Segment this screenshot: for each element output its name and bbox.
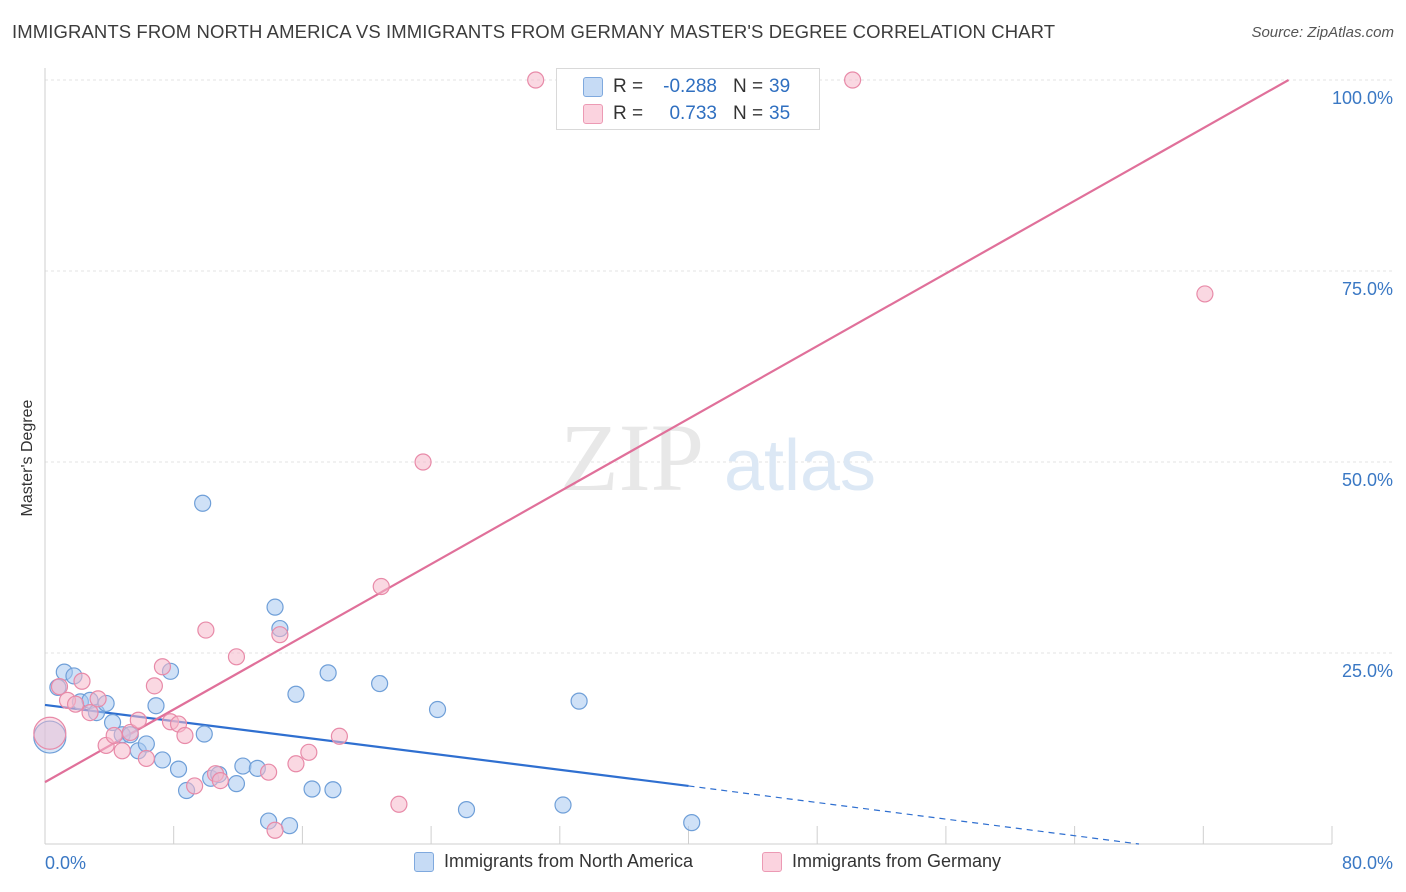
data-point	[1196, 285, 1214, 303]
source-label: Source: ZipAtlas.com	[1251, 24, 1394, 41]
data-point	[570, 692, 588, 710]
data-point	[271, 626, 289, 644]
data-point	[303, 780, 321, 798]
stats-swatch-germany	[583, 104, 603, 124]
data-point	[121, 723, 139, 742]
axes	[44, 68, 1333, 845]
y-tick-label: 100.0%	[1332, 88, 1393, 108]
watermark-zip: ZIP	[560, 404, 704, 511]
data-point	[300, 743, 318, 761]
trend-line-1	[44, 79, 1290, 784]
data-point	[414, 453, 432, 471]
data-point	[194, 494, 212, 512]
legend-swatch-germany	[762, 851, 782, 872]
data-point	[390, 795, 408, 813]
data-point	[66, 695, 85, 713]
data-point	[227, 648, 246, 666]
y-tick-label: 75.0%	[1342, 279, 1393, 299]
data-point	[683, 814, 701, 832]
tick-labels: 25.0% 50.0% 75.0% 100.0% 0.0% 80.0%	[45, 88, 1393, 873]
chart-title: IMMIGRANTS FROM NORTH AMERICA VS IMMIGRA…	[12, 21, 1056, 42]
chart-legend: Immigrants from North America Immigrants…	[0, 851, 1406, 879]
data-point	[145, 677, 163, 695]
data-point	[372, 577, 390, 596]
n-value: 39	[769, 76, 791, 97]
data-point	[266, 598, 284, 616]
data-point	[81, 703, 99, 722]
trend-lines	[44, 79, 1290, 845]
data-point	[147, 697, 165, 715]
data-point	[129, 711, 147, 729]
legend-label-germany: Immigrants from Germany	[792, 851, 1002, 871]
data-point	[457, 801, 476, 819]
trend-line-extension-0	[688, 785, 1140, 845]
watermark: ZIP atlas	[560, 404, 876, 511]
data-point	[260, 763, 278, 781]
legend-item-north-america[interactable]: Immigrants from North America	[414, 851, 693, 872]
r-value: 0.733	[669, 103, 717, 124]
data-point	[227, 775, 246, 793]
data-point	[169, 760, 188, 778]
data-point	[153, 751, 172, 769]
r-value: -0.288	[663, 76, 717, 97]
data-point	[234, 757, 252, 775]
data-point	[73, 672, 91, 690]
data-point	[113, 742, 131, 760]
trend-line-0	[44, 703, 689, 788]
data-point	[137, 749, 155, 768]
data-point	[428, 700, 447, 719]
r-label: R =	[613, 76, 644, 97]
legend-swatch-north-america	[414, 851, 434, 872]
data-point	[33, 716, 67, 750]
n-label: N =	[733, 76, 764, 97]
x-tick-label: 0.0%	[45, 853, 86, 873]
data-points	[33, 71, 1214, 839]
x-tick-label: 80.0%	[1342, 853, 1393, 873]
legend-item-germany[interactable]: Immigrants from Germany	[762, 851, 1001, 872]
data-point	[153, 658, 172, 676]
gridlines	[45, 79, 1395, 654]
data-point	[330, 727, 349, 745]
data-point	[527, 71, 545, 89]
data-point	[197, 621, 215, 639]
r-label: R =	[613, 103, 644, 124]
data-point	[176, 726, 194, 745]
stats-swatch-north-america	[583, 77, 603, 97]
data-point	[554, 796, 572, 814]
data-point	[211, 771, 229, 790]
y-tick-label: 25.0%	[1342, 661, 1393, 681]
n-value: 35	[769, 103, 791, 124]
data-point	[287, 755, 305, 773]
data-point	[186, 777, 204, 795]
data-point	[843, 71, 862, 89]
data-point	[137, 735, 155, 753]
data-point	[105, 726, 123, 745]
watermark-atlas: atlas	[724, 426, 876, 506]
data-point	[324, 781, 342, 799]
y-tick-label: 50.0%	[1342, 470, 1393, 490]
data-point	[195, 725, 213, 743]
data-point	[89, 690, 107, 708]
data-point	[319, 664, 337, 682]
n-label: N =	[733, 103, 764, 124]
stats-legend: R = -0.288 N = 39 R = 0.733 N = 35	[556, 68, 820, 130]
data-point	[280, 817, 299, 835]
data-point	[371, 674, 389, 693]
data-point	[266, 821, 284, 839]
legend-label-north-america: Immigrants from North America	[444, 851, 694, 871]
data-point	[50, 678, 69, 696]
data-point	[287, 685, 305, 703]
